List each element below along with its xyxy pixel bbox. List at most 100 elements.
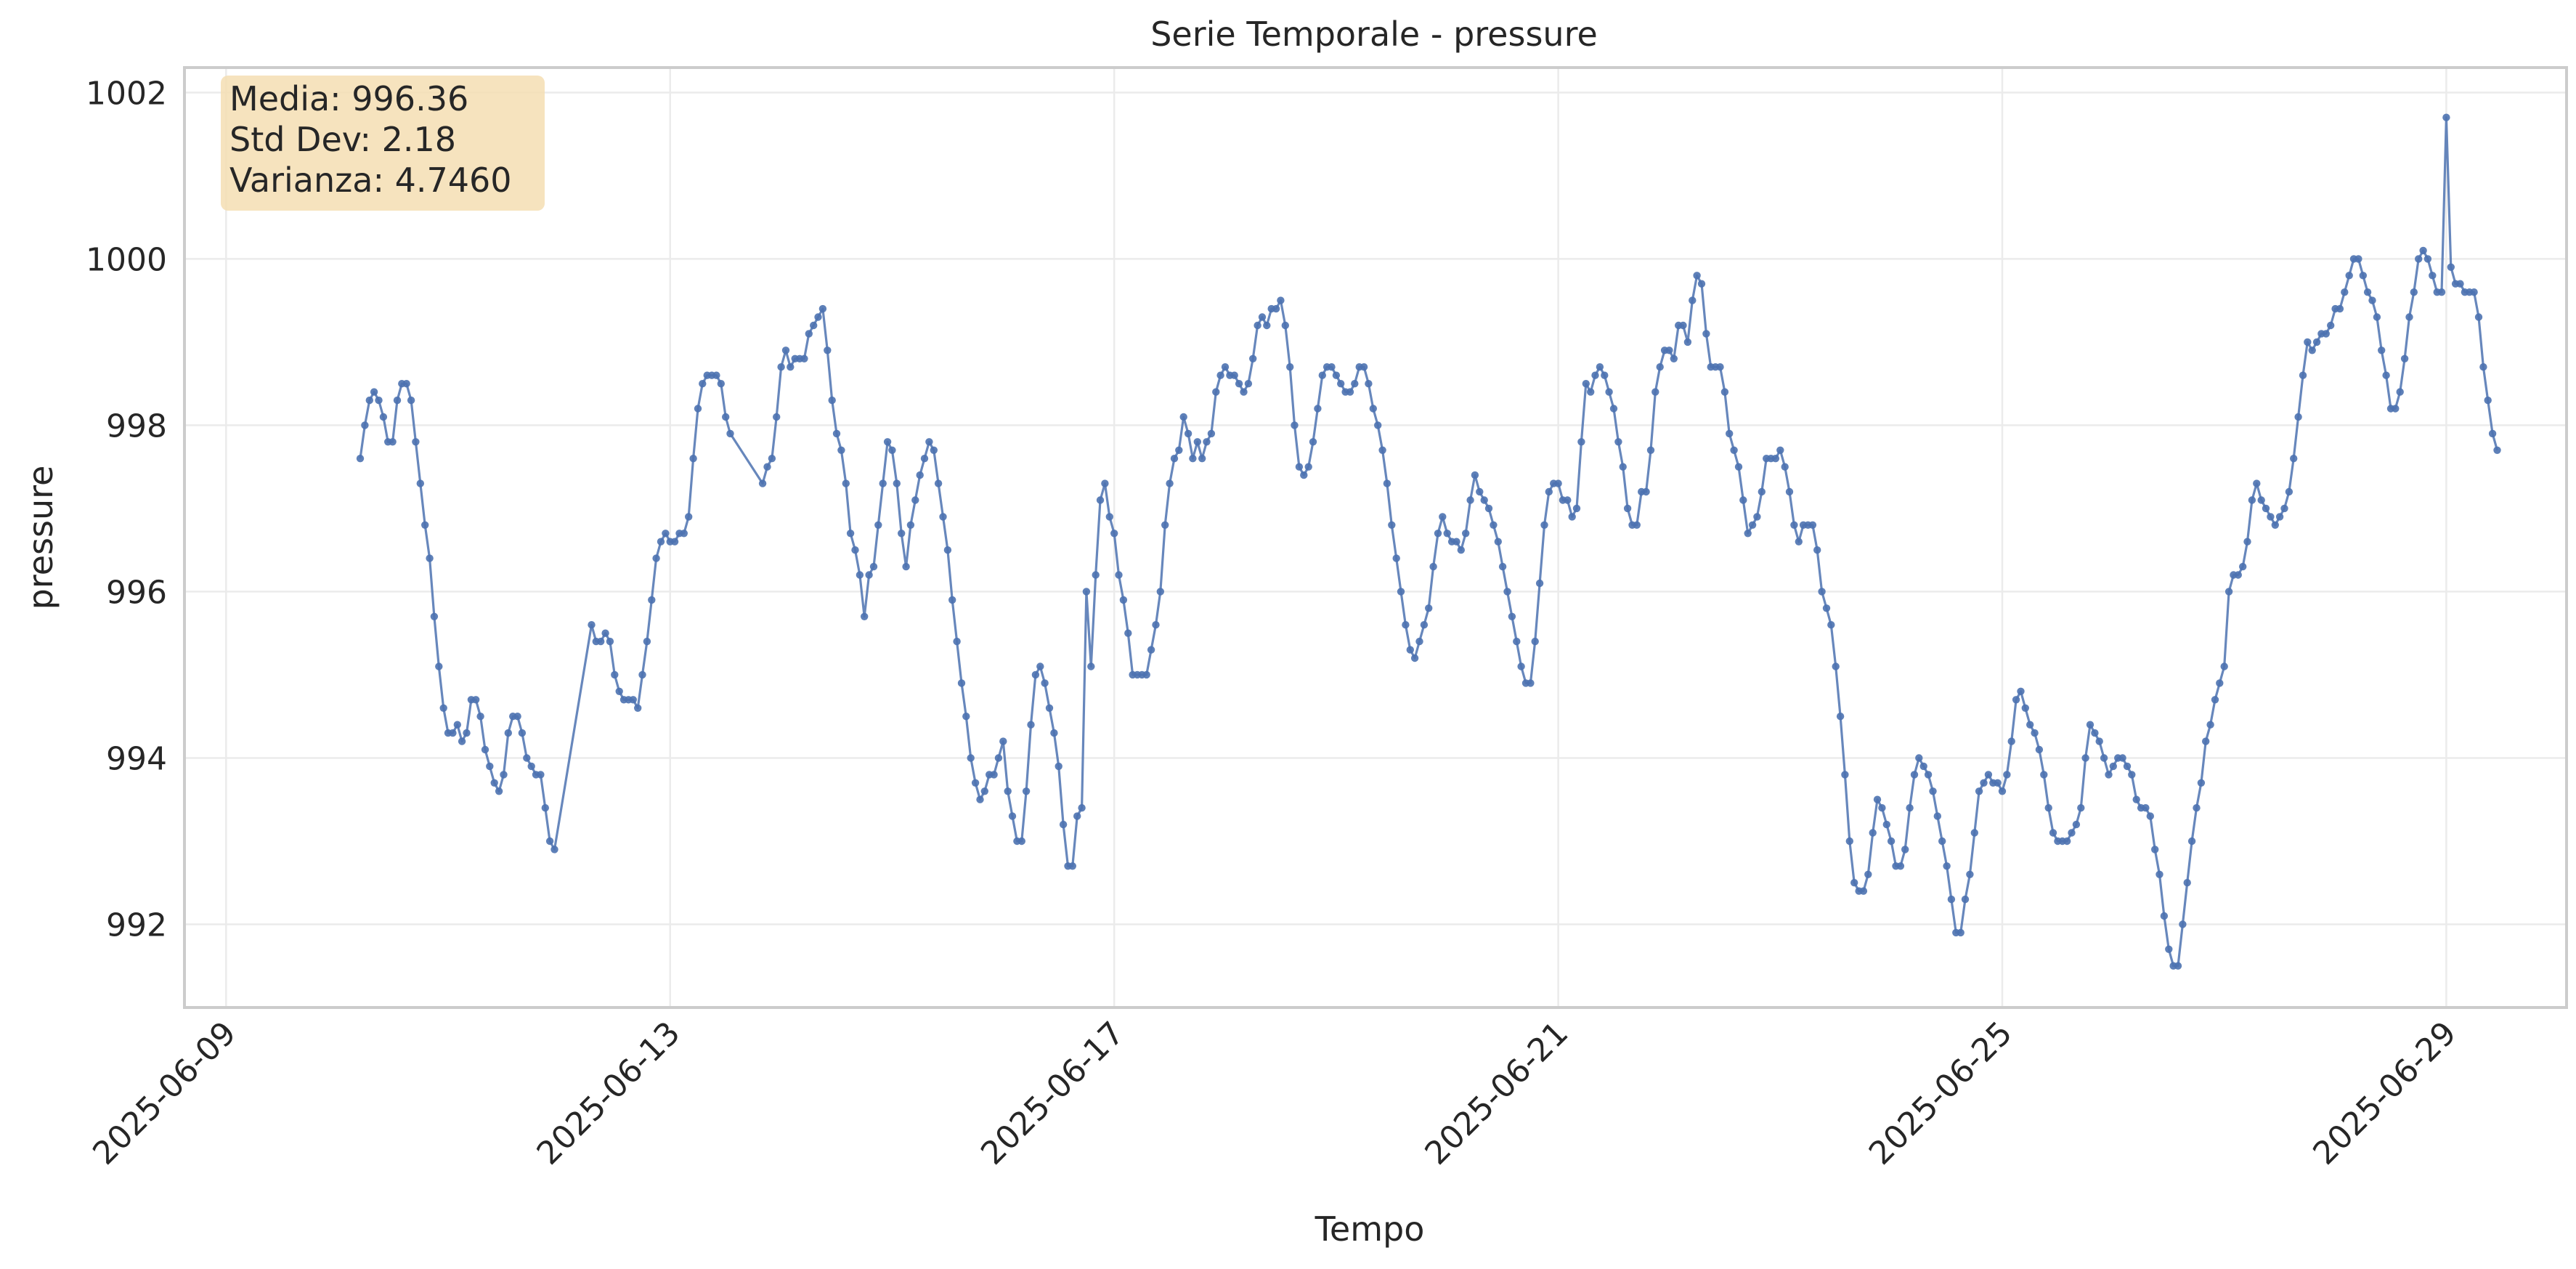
data-point <box>2146 812 2154 820</box>
data-point <box>2123 762 2132 771</box>
data-point <box>2373 313 2381 321</box>
data-point <box>1425 604 1433 612</box>
data-point <box>2049 829 2057 837</box>
data-point <box>943 546 952 554</box>
data-point <box>1864 870 1872 879</box>
data-point <box>2405 313 2413 321</box>
data-point <box>1943 862 1951 870</box>
data-point <box>435 662 443 670</box>
data-point <box>1929 787 1937 795</box>
data-point <box>1281 321 1290 330</box>
data-point <box>828 396 836 405</box>
data-point <box>1078 804 1086 812</box>
data-point <box>1980 779 1988 787</box>
data-point <box>1609 405 1618 413</box>
data-point <box>906 521 915 529</box>
data-point <box>1235 380 1243 388</box>
data-point <box>2197 779 2206 787</box>
data-point <box>537 771 545 779</box>
x-tick-label: 2025-06-09 <box>86 1015 243 1172</box>
data-point <box>2216 679 2224 687</box>
data-point <box>2063 837 2071 846</box>
data-point <box>1642 487 1650 496</box>
data-point <box>1101 479 1109 487</box>
data-point <box>1175 446 1183 454</box>
data-point <box>1734 463 1743 471</box>
data-point <box>643 637 651 646</box>
data-point <box>939 513 947 521</box>
data-point <box>2234 571 2242 579</box>
data-point <box>948 596 956 604</box>
data-point <box>699 380 707 388</box>
data-point <box>2202 737 2210 745</box>
data-point <box>1406 646 1415 654</box>
data-point <box>1059 820 1068 829</box>
data-point <box>2220 662 2228 670</box>
data-point <box>2280 504 2288 513</box>
data-point <box>865 571 873 579</box>
data-point <box>1577 438 1585 446</box>
data-point <box>1933 812 1941 820</box>
data-point <box>1702 330 1710 338</box>
data-point <box>1457 546 1466 554</box>
data-point <box>1295 463 1304 471</box>
data-point <box>1240 388 1248 396</box>
data-point <box>1244 380 1253 388</box>
data-point <box>1591 371 1599 379</box>
data-point <box>2012 696 2020 704</box>
data-point <box>2187 837 2196 846</box>
data-point <box>504 729 512 737</box>
data-point <box>999 737 1007 745</box>
grid-layer <box>184 68 2567 1008</box>
data-point <box>1975 787 1983 795</box>
data-point <box>2378 346 2386 354</box>
data-point <box>601 629 609 637</box>
data-point <box>1753 513 1761 521</box>
data-point <box>1841 771 1849 779</box>
data-point <box>2243 538 2251 546</box>
data-point <box>1203 438 1211 446</box>
data-point <box>449 729 457 737</box>
data-point <box>1374 421 1382 429</box>
data-point <box>1092 571 1100 579</box>
data-point <box>1193 438 1202 446</box>
data-point <box>883 438 892 446</box>
data-point <box>2193 804 2201 812</box>
data-point <box>680 530 688 538</box>
data-point <box>393 396 402 405</box>
data-point <box>1605 388 1613 396</box>
data-point <box>1434 530 1442 538</box>
data-point <box>1216 371 1224 379</box>
data-point <box>1720 388 1729 396</box>
data-point <box>1410 654 1419 662</box>
data-point <box>1527 679 1535 687</box>
data-point <box>2345 272 2353 280</box>
data-point <box>781 346 790 354</box>
data-point <box>615 687 623 695</box>
data-point <box>648 596 656 604</box>
data-point <box>990 771 998 779</box>
data-point <box>902 562 910 571</box>
data-point <box>957 679 966 687</box>
data-point <box>597 637 605 646</box>
data-point <box>722 413 730 421</box>
data-point <box>365 396 373 405</box>
data-point <box>869 562 878 571</box>
data-point <box>1665 346 1673 354</box>
data-point <box>652 554 660 562</box>
data-point <box>1258 313 1267 321</box>
data-point <box>1882 820 1890 829</box>
data-point <box>1332 371 1341 379</box>
data-point <box>518 729 527 737</box>
data-point <box>1822 604 1831 612</box>
data-point <box>2308 346 2316 354</box>
data-point <box>1087 662 1095 670</box>
data-point <box>1513 637 1521 646</box>
data-point <box>1739 496 1747 504</box>
data-point <box>1947 895 1956 904</box>
data-point <box>1309 438 1317 446</box>
data-point <box>1476 487 1484 496</box>
data-point <box>861 612 869 620</box>
data-point <box>1286 363 1294 371</box>
data-point <box>495 787 503 795</box>
